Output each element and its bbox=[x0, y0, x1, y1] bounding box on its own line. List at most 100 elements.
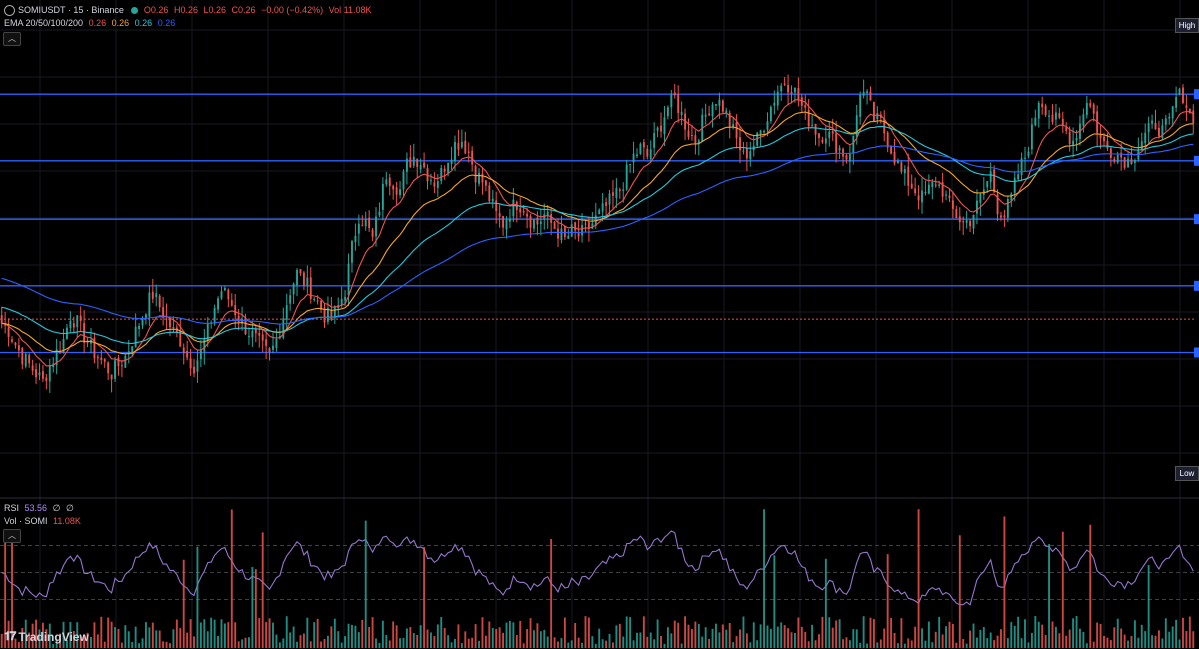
ema-label[interactable]: EMA 20/50/100/200 bbox=[4, 18, 84, 28]
volume-bar bbox=[687, 624, 690, 648]
collapse-legend-button[interactable]: ︿ bbox=[3, 32, 21, 46]
candle-body bbox=[560, 228, 563, 241]
candle-body bbox=[1075, 137, 1078, 141]
candle-body bbox=[244, 320, 247, 335]
candle-body bbox=[344, 296, 347, 301]
volume-bar bbox=[591, 636, 594, 648]
volume-bar bbox=[821, 616, 824, 648]
volume-bar bbox=[715, 623, 717, 648]
candle-body bbox=[340, 298, 343, 306]
volume-bar bbox=[869, 617, 872, 648]
volume-bar bbox=[323, 638, 326, 648]
volume-bar bbox=[697, 623, 700, 648]
candle-body bbox=[708, 113, 711, 116]
volume-bar bbox=[883, 628, 886, 648]
candle-body bbox=[230, 300, 233, 306]
volume-bar bbox=[120, 642, 123, 648]
candle-body bbox=[103, 359, 106, 362]
candle-body bbox=[464, 140, 467, 154]
volume-bar bbox=[1130, 635, 1133, 648]
volume-bar bbox=[711, 628, 714, 648]
volume-bar bbox=[756, 640, 759, 648]
volume-bar bbox=[560, 638, 563, 648]
volume-bar bbox=[649, 632, 652, 648]
volume-bar bbox=[100, 616, 103, 648]
volume-bar bbox=[976, 637, 978, 648]
volume-bar bbox=[1127, 640, 1129, 648]
ema-lines bbox=[1, 99, 1194, 367]
candle-body bbox=[148, 292, 151, 317]
volume-bar bbox=[1013, 625, 1016, 648]
candle-body bbox=[127, 351, 130, 355]
candle-body bbox=[1065, 127, 1068, 131]
volume-bar bbox=[931, 642, 934, 648]
candle-body bbox=[419, 164, 422, 170]
candle-body bbox=[522, 211, 525, 213]
candle-body bbox=[131, 346, 134, 354]
volume-bar bbox=[543, 629, 546, 648]
candle-body bbox=[690, 134, 693, 136]
volume-bar bbox=[172, 629, 175, 648]
candle-body bbox=[976, 200, 978, 214]
candle-body bbox=[763, 130, 765, 133]
tradingview-logo[interactable]: 𝟏𝟕 TradingView bbox=[4, 629, 89, 644]
volume-bar bbox=[107, 617, 110, 648]
candle-body bbox=[1003, 215, 1006, 218]
candle-body bbox=[447, 162, 450, 174]
horizontal-levels[interactable] bbox=[0, 89, 1199, 358]
candle-body bbox=[430, 180, 432, 182]
volume-bar bbox=[464, 631, 467, 648]
volume-label[interactable]: Vol · SOMI bbox=[4, 516, 48, 526]
candle-body bbox=[872, 102, 875, 122]
symbol-title[interactable]: SOMIUSDT · 15 · Binance bbox=[18, 5, 124, 15]
candle-body bbox=[41, 371, 44, 379]
volume-bar bbox=[443, 627, 446, 648]
candle-body bbox=[309, 277, 312, 300]
volume-bar bbox=[124, 625, 127, 648]
volume-bar bbox=[563, 617, 566, 648]
volume-bar bbox=[117, 628, 120, 648]
candle-body bbox=[780, 85, 783, 92]
volume-bar bbox=[818, 634, 820, 648]
volume-bar bbox=[289, 632, 292, 648]
volume-bar bbox=[1092, 641, 1095, 648]
candle-body bbox=[625, 164, 628, 190]
candle-body bbox=[223, 287, 226, 291]
candle-body bbox=[1140, 141, 1143, 150]
volume-bar bbox=[680, 643, 683, 648]
volume-bar bbox=[498, 627, 501, 648]
ema20-value: 0.26 bbox=[88, 18, 107, 28]
volume-bar bbox=[1030, 632, 1033, 648]
candle-body bbox=[570, 224, 573, 237]
volume-bar bbox=[186, 632, 189, 648]
candle-body bbox=[649, 149, 652, 160]
candle-body bbox=[1061, 118, 1064, 126]
volume-bar bbox=[1048, 544, 1051, 648]
volume-bar bbox=[254, 569, 257, 648]
rsi-label[interactable]: RSI bbox=[4, 503, 20, 513]
collapse-indicator-button[interactable]: ︿ bbox=[3, 529, 21, 543]
candle-body bbox=[189, 358, 192, 369]
candle-body bbox=[769, 106, 772, 122]
candle-body bbox=[1168, 116, 1171, 119]
volume-bar bbox=[351, 624, 353, 648]
low-label: Low bbox=[1175, 466, 1199, 481]
volume-bar bbox=[127, 631, 130, 648]
candle-body bbox=[443, 168, 446, 172]
volume-bar bbox=[670, 633, 673, 648]
candle-body bbox=[1127, 158, 1129, 168]
candle-body bbox=[965, 220, 968, 223]
candle-body bbox=[76, 315, 79, 328]
candle-body bbox=[893, 151, 896, 164]
candle-body bbox=[265, 339, 268, 346]
volume-bar bbox=[636, 632, 638, 648]
candle-body bbox=[646, 149, 649, 157]
volume-bar bbox=[467, 638, 470, 648]
candle-body bbox=[848, 153, 851, 162]
candle-body bbox=[546, 211, 549, 216]
candle-body bbox=[48, 365, 51, 382]
candle-body bbox=[557, 228, 559, 239]
candle-body bbox=[618, 189, 621, 192]
volume-bar bbox=[299, 635, 302, 648]
